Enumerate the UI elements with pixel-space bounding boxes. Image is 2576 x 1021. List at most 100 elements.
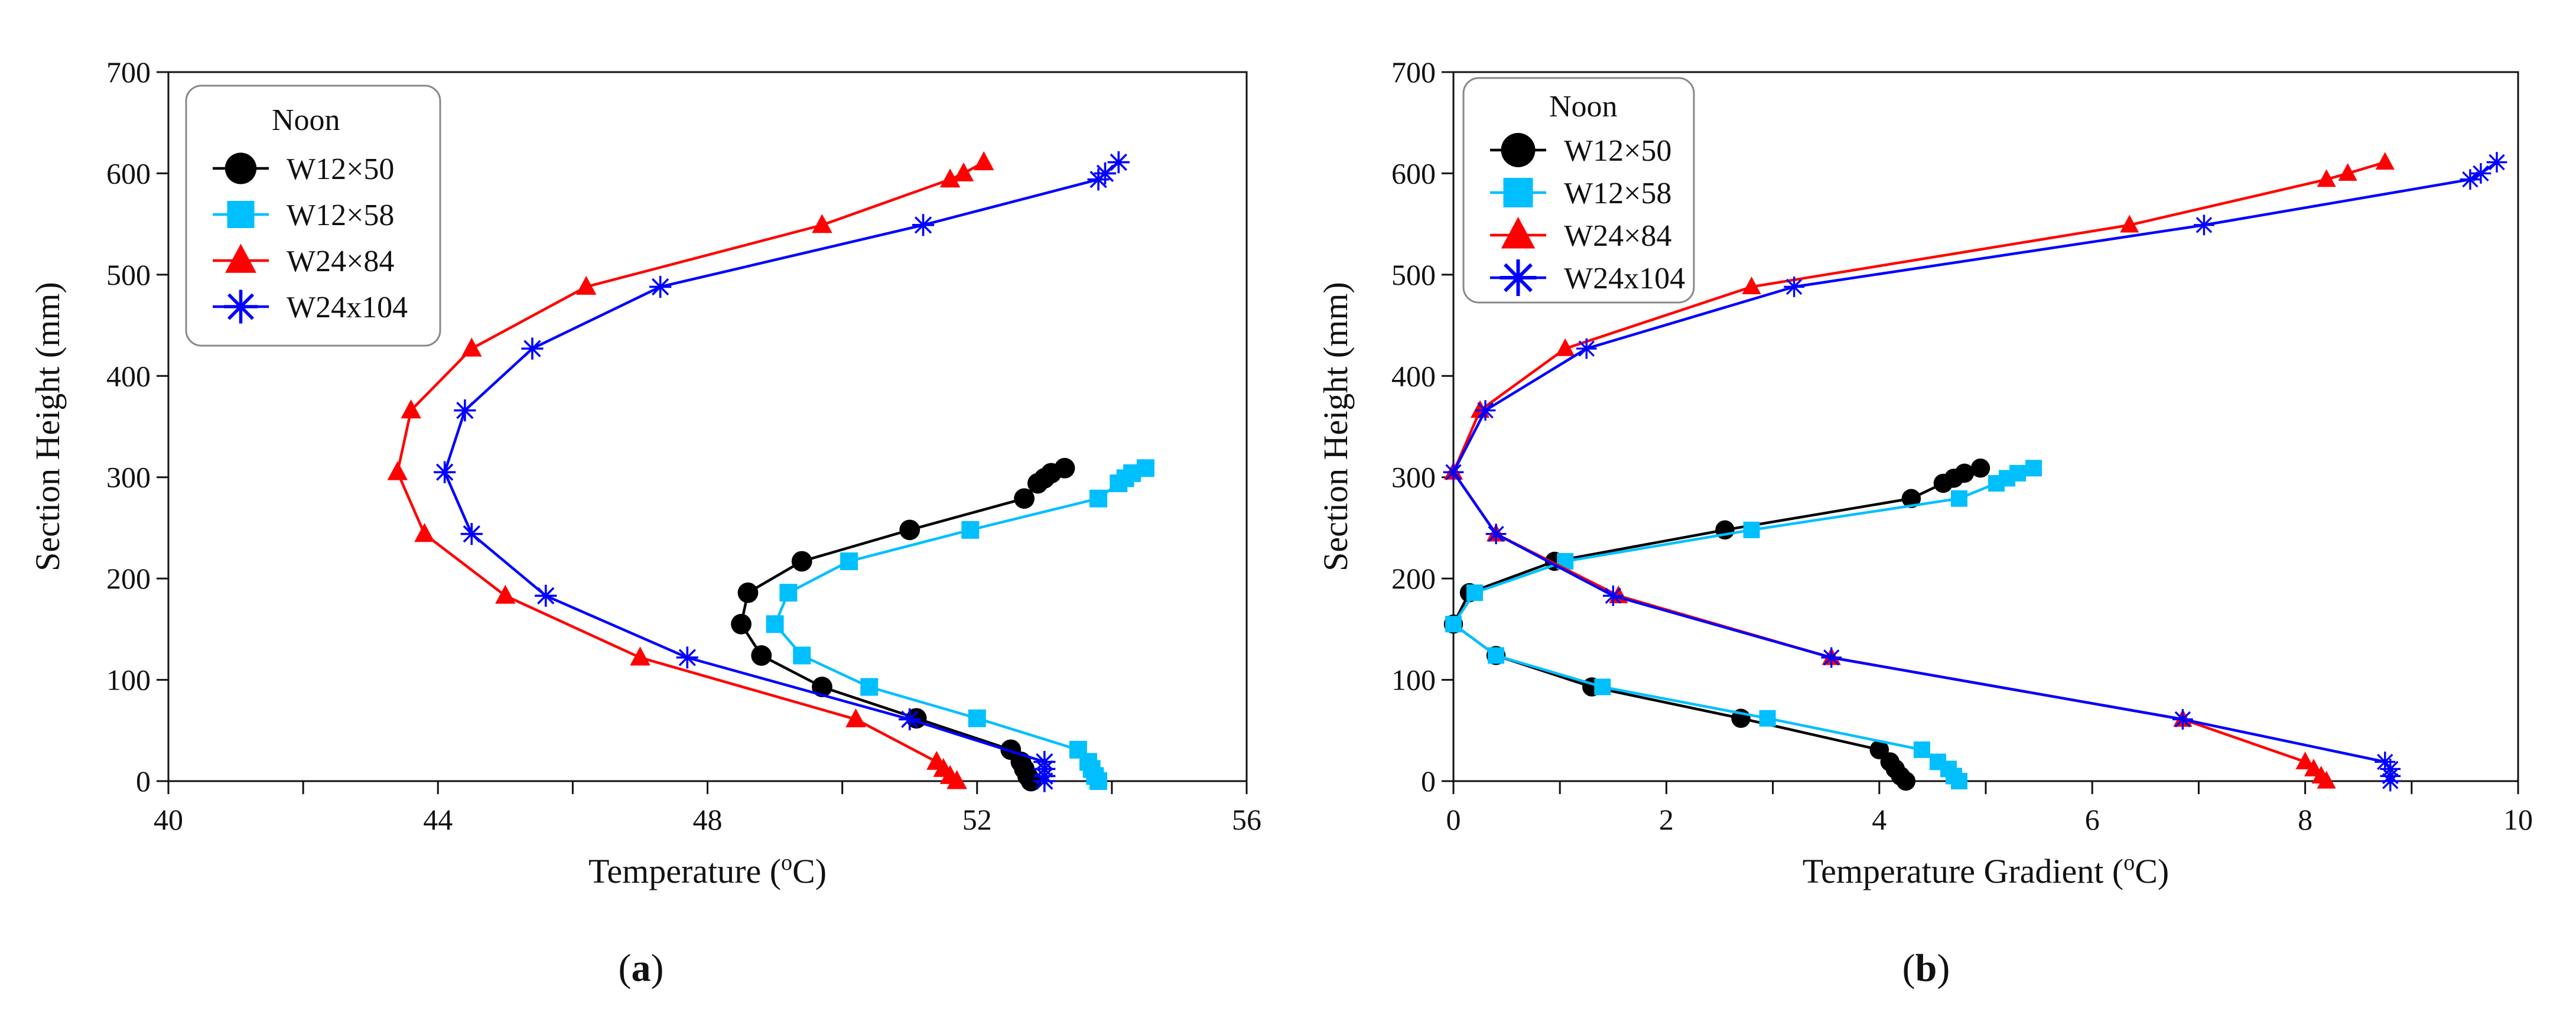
x-tick-label: 2 (1659, 803, 1674, 836)
data-point (1443, 461, 1464, 483)
data-point (1033, 750, 1056, 773)
legend-marker (1500, 259, 1537, 296)
y-tick-label: 100 (106, 664, 151, 697)
data-point (2375, 152, 2395, 170)
data-point (387, 461, 408, 480)
y-tick-label: 100 (1391, 664, 1436, 697)
data-point (968, 709, 986, 727)
data-point (2295, 752, 2315, 770)
data-point (1089, 489, 1108, 508)
legend-marker (225, 243, 256, 273)
data-point (1107, 151, 1130, 174)
data-point (2486, 152, 2507, 173)
data-point (1970, 459, 1990, 478)
legend: Noon W12×50 W12×58 W24×84 W24x104 (185, 84, 441, 347)
data-point (1485, 523, 1507, 545)
data-point (812, 214, 832, 233)
x-axis-label-main: Temperature ( (588, 852, 781, 890)
data-point (766, 615, 784, 633)
series-4 (1443, 152, 2507, 792)
series-3 (387, 151, 994, 789)
data-point (912, 214, 935, 236)
data-point (860, 678, 879, 696)
data-point (793, 646, 811, 665)
data-point (1954, 463, 1975, 483)
series-1 (731, 457, 1075, 792)
data-point (1594, 678, 1611, 695)
series-line (396, 161, 985, 782)
x-tick-label: 4 (1872, 803, 1887, 836)
y-axis-label: Section Height (mm) (28, 282, 67, 571)
legend-marker (225, 152, 257, 184)
data-point (1466, 584, 1484, 601)
data-point (1094, 162, 1117, 185)
x-axis-label-sup: o (2123, 850, 2135, 875)
x-tick-label: 44 (423, 803, 453, 836)
data-point (454, 399, 476, 422)
data-point (1475, 400, 1496, 421)
y-tick-label: 600 (106, 157, 151, 190)
caption-open: ( (1902, 947, 1915, 990)
series-2 (1445, 460, 2042, 789)
data-point (630, 646, 650, 666)
legend-label: W12×58 (287, 199, 394, 232)
data-point (840, 552, 858, 570)
data-point (1759, 710, 1776, 727)
legend-title: Noon (1549, 90, 1618, 123)
panel-caption: (a) (619, 947, 664, 990)
data-point (899, 708, 921, 731)
data-point (1901, 489, 1921, 508)
y-tick-label: 700 (106, 56, 151, 89)
data-point (731, 613, 752, 635)
data-point (2172, 709, 2193, 730)
data-point (2009, 464, 2027, 482)
data-point (1602, 585, 1624, 606)
x-tick-label: 6 (2085, 803, 2100, 836)
data-point (414, 523, 435, 542)
y-tick-label: 500 (106, 258, 151, 291)
y-tick-label: 700 (1391, 56, 1436, 89)
data-point (2338, 163, 2357, 181)
legend-label: W24×84 (1564, 219, 1671, 253)
data-point (1136, 459, 1154, 477)
data-point (1743, 521, 1760, 538)
legend-marker (1501, 133, 1536, 167)
legend-label: W24×84 (287, 245, 394, 278)
y-axis-label: Section Height (mm) (1316, 282, 1355, 571)
data-point (401, 399, 421, 419)
legend-marker (227, 201, 255, 228)
data-point (1576, 338, 1597, 359)
data-point (1556, 338, 1575, 356)
data-point (1929, 753, 1946, 770)
data-point (953, 162, 974, 181)
caption-open: ( (619, 947, 632, 990)
legend-label: W12×50 (1564, 134, 1671, 168)
y-tick-label: 600 (1391, 157, 1436, 190)
series-line (740, 467, 1065, 782)
data-point (434, 461, 456, 483)
x-tick-label: 52 (962, 803, 992, 836)
data-point (495, 584, 516, 604)
x-tick-label: 48 (693, 803, 723, 836)
data-point (1742, 277, 1761, 295)
data-point (535, 584, 557, 607)
chart-panel-a: 0 100 200 300 400 500 600 700 40 44 48 52 56 Temperat… (28, 56, 1261, 890)
caption-close: ) (1937, 947, 1950, 990)
legend-label: W24x104 (287, 291, 408, 324)
x-tick-label: 40 (154, 803, 183, 836)
x-axis-label-main: Temperature Gradient ( (1803, 852, 2123, 890)
data-point (779, 584, 798, 602)
data-point (1488, 647, 1505, 664)
data-point (1069, 740, 1087, 759)
legend-label: W12×50 (287, 152, 394, 186)
caption-letter: a (632, 947, 651, 990)
data-point (751, 645, 772, 666)
data-point (926, 750, 947, 770)
data-point (737, 582, 759, 603)
legend-marker (223, 290, 258, 324)
legend-marker (1501, 217, 1536, 249)
data-point (2317, 169, 2336, 187)
data-point (2460, 169, 2481, 190)
data-point (575, 275, 597, 295)
